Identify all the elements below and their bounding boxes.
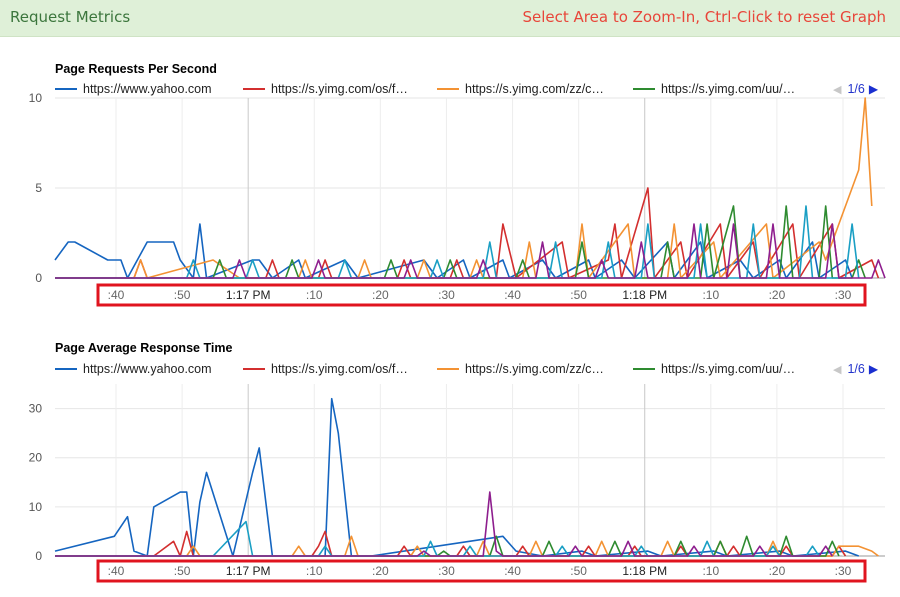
series-line[interactable] — [55, 223, 886, 279]
x-tick-label: :30 — [438, 564, 455, 578]
legend-swatch — [243, 367, 265, 370]
pager-label: 1/6 — [847, 362, 865, 376]
y-tick-label: 10 — [29, 91, 43, 105]
y-tick-label: 5 — [35, 181, 42, 195]
x-tick-label: :50 — [570, 288, 587, 302]
legend-label: https://s.yimg.com/zz/c… — [465, 362, 604, 376]
next-page-icon[interactable]: ▶ — [868, 82, 879, 96]
legend-swatch — [243, 87, 265, 90]
legend-label: https://s.yimg.com/uu/… — [661, 362, 796, 376]
prev-page-icon[interactable]: ◀ — [833, 364, 842, 376]
x-tick-label: :40 — [504, 288, 521, 302]
zoom-hint: Select Area to Zoom-In, Ctrl-Click to re… — [522, 8, 887, 26]
legend-item[interactable]: https://www.yahoo.com — [55, 362, 212, 376]
y-tick-label: 30 — [29, 402, 43, 416]
x-tick-label: :50 — [570, 564, 587, 578]
x-tick-label: :30 — [835, 288, 852, 302]
series-line[interactable] — [55, 535, 840, 557]
x-tick-label: :50 — [174, 564, 191, 578]
legend-swatch — [633, 87, 655, 90]
x-tick-label: 1:18 PM — [622, 564, 667, 578]
legend-swatch — [633, 367, 655, 370]
x-tick-label: 1:17 PM — [226, 288, 271, 302]
series-line[interactable] — [55, 97, 873, 279]
x-tick-label: :20 — [372, 288, 389, 302]
series-line[interactable] — [54, 397, 859, 557]
x-tick-label: 1:18 PM — [622, 288, 667, 302]
legend-label: https://www.yahoo.com — [83, 82, 212, 96]
next-page-icon[interactable]: ▶ — [868, 362, 879, 376]
legend-item[interactable]: https://s.yimg.com/os/f… — [243, 362, 408, 376]
legend-label: https://s.yimg.com/os/f… — [271, 362, 408, 376]
y-tick-label: 20 — [29, 451, 43, 465]
chart-legend: https://www.yahoo.com https://s.yimg.com… — [55, 82, 895, 98]
legend-item[interactable]: https://s.yimg.com/uu/… — [633, 362, 795, 376]
header-bar: Request Metrics Select Area to Zoom-In, … — [0, 0, 900, 37]
legend-item[interactable]: https://s.yimg.com/zz/c… — [437, 362, 604, 376]
requests-chart-panel: Page Requests Per Second https://www.yah… — [0, 0, 900, 310]
series-line[interactable] — [55, 491, 833, 557]
page-title: Request Metrics — [10, 8, 131, 26]
legend-label: https://s.yimg.com/zz/c… — [465, 82, 604, 96]
legend-pager: ◀ 1/6 ▶ — [833, 82, 878, 96]
x-tick-label: :10 — [702, 564, 719, 578]
x-axis-highlight-box — [96, 283, 867, 307]
x-axis-highlight-box — [96, 559, 867, 583]
legend-item[interactable]: https://www.yahoo.com — [55, 82, 212, 96]
legend-label: https://s.yimg.com/uu/… — [661, 82, 796, 96]
legend-label: https://s.yimg.com/os/f… — [271, 82, 408, 96]
x-tick-label: 1:17 PM — [226, 564, 271, 578]
x-tick-label: :30 — [835, 564, 852, 578]
legend-item[interactable]: https://s.yimg.com/zz/c… — [437, 82, 604, 96]
prev-page-icon[interactable]: ◀ — [833, 84, 842, 96]
x-tick-label: :20 — [769, 564, 786, 578]
requests-chart-svg[interactable]: 0 5 10 :40 :50 1:17 PM :10 :20 :30 :40 :50 1:18 PM:… — [0, 0, 900, 310]
x-tick-label: :40 — [504, 564, 521, 578]
legend-label: https://www.yahoo.com — [83, 362, 212, 376]
chart-title: Page Average Response Time — [55, 341, 233, 355]
y-tick-label: 0 — [35, 271, 42, 285]
x-tick-label: :50 — [174, 288, 191, 302]
legend-item[interactable]: https://s.yimg.com/uu/… — [633, 82, 795, 96]
legend-swatch — [437, 367, 459, 370]
x-tick-label: :10 — [306, 288, 323, 302]
x-tick-label: :30 — [438, 288, 455, 302]
x-tick-label: :20 — [769, 288, 786, 302]
legend-pager: ◀ 1/6 ▶ — [833, 362, 878, 376]
series-line[interactable] — [55, 520, 820, 557]
x-tick-label: :10 — [306, 564, 323, 578]
y-tick-label: 10 — [29, 500, 43, 514]
legend-swatch — [55, 367, 77, 370]
pager-label: 1/6 — [847, 82, 865, 96]
series-line[interactable] — [55, 535, 879, 557]
legend-swatch — [437, 87, 459, 90]
y-tick-label: 0 — [35, 549, 42, 563]
x-tick-label: :40 — [108, 288, 125, 302]
x-tick-label: :10 — [702, 288, 719, 302]
x-tick-label: :40 — [108, 564, 125, 578]
legend-swatch — [55, 87, 77, 90]
chart-title: Page Requests Per Second — [55, 62, 217, 76]
x-tick-label: :20 — [372, 564, 389, 578]
chart-legend: https://www.yahoo.com https://s.yimg.com… — [55, 362, 895, 378]
legend-item[interactable]: https://s.yimg.com/os/f… — [243, 82, 408, 96]
